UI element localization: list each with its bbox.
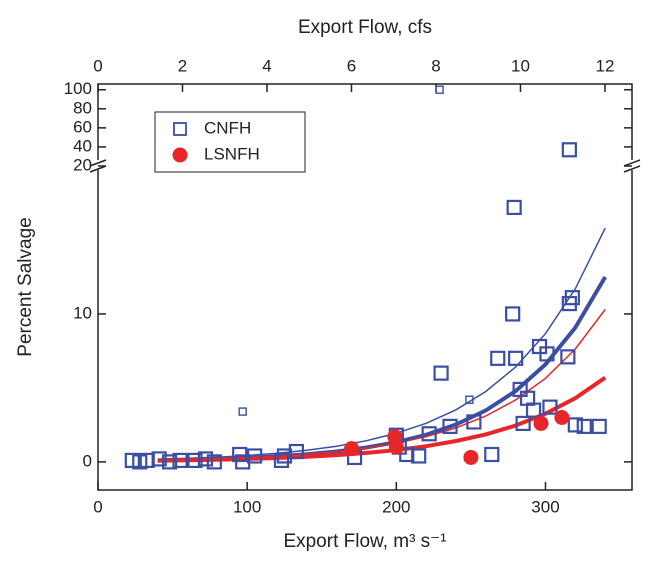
- point: [533, 415, 549, 431]
- x2-tick-label: 2: [178, 56, 187, 75]
- y-tick-label: 10: [73, 303, 92, 322]
- point: [433, 365, 449, 381]
- x-tick-label: 300: [531, 497, 559, 516]
- x-tick-label: 100: [233, 497, 261, 516]
- point: [564, 290, 580, 306]
- point: [161, 454, 178, 470]
- legend-label: LSNFH: [204, 144, 260, 163]
- point: [466, 414, 482, 430]
- x2-tick-label: 4: [262, 56, 271, 75]
- point: [151, 451, 167, 467]
- point: [388, 439, 404, 455]
- y-upper-tick-label: 40: [73, 136, 92, 155]
- point: [411, 448, 427, 464]
- point: [591, 418, 607, 434]
- point: [238, 407, 247, 416]
- point: [484, 446, 500, 463]
- point: [421, 426, 437, 442]
- point: [187, 452, 203, 469]
- point: [567, 417, 583, 433]
- x2-tick-label: 0: [93, 56, 102, 75]
- point: [288, 443, 304, 460]
- axis-break: [89, 159, 641, 173]
- fit-line: [157, 275, 607, 463]
- x2-tick-label: 10: [511, 56, 530, 75]
- point: [206, 454, 222, 470]
- y-upper-tick-label: 60: [73, 117, 92, 136]
- point: [247, 448, 263, 464]
- x2-tick-label: 12: [596, 56, 615, 75]
- x2-tick-label: 6: [347, 56, 356, 75]
- point: [490, 350, 506, 366]
- point: [515, 415, 531, 432]
- legend-marker: [172, 147, 188, 163]
- y-upper-tick-label: 20: [73, 155, 92, 174]
- y-upper-tick-label: 100: [64, 79, 92, 98]
- legend-label: CNFH: [204, 118, 251, 137]
- point: [561, 142, 577, 158]
- point: [506, 199, 522, 216]
- point: [560, 349, 576, 365]
- point: [344, 441, 360, 457]
- point: [525, 402, 542, 418]
- point: [172, 452, 188, 469]
- point: [435, 85, 444, 94]
- point: [465, 395, 474, 404]
- x-axis-label: Export Flow, m³ s⁻¹: [283, 531, 446, 552]
- point: [197, 451, 213, 467]
- point: [442, 418, 458, 434]
- point: [554, 410, 570, 426]
- point: [463, 449, 479, 465]
- point: [576, 418, 592, 434]
- y-upper-tick-label: 80: [73, 98, 92, 117]
- x-tick-label: 200: [382, 497, 410, 516]
- y-tick-label: 0: [83, 451, 92, 470]
- point: [505, 306, 521, 322]
- plot-frame: [97, 83, 633, 491]
- legend-marker: [173, 122, 187, 136]
- x-tick-label: 0: [93, 497, 102, 516]
- point: [273, 452, 290, 469]
- point: [542, 399, 558, 415]
- point: [508, 350, 524, 366]
- y-axis-label: Percent Salvage: [15, 217, 36, 356]
- point: [539, 346, 555, 362]
- chart-title: Export Flow, cfs: [298, 17, 432, 38]
- x2-tick-label: 8: [431, 56, 440, 75]
